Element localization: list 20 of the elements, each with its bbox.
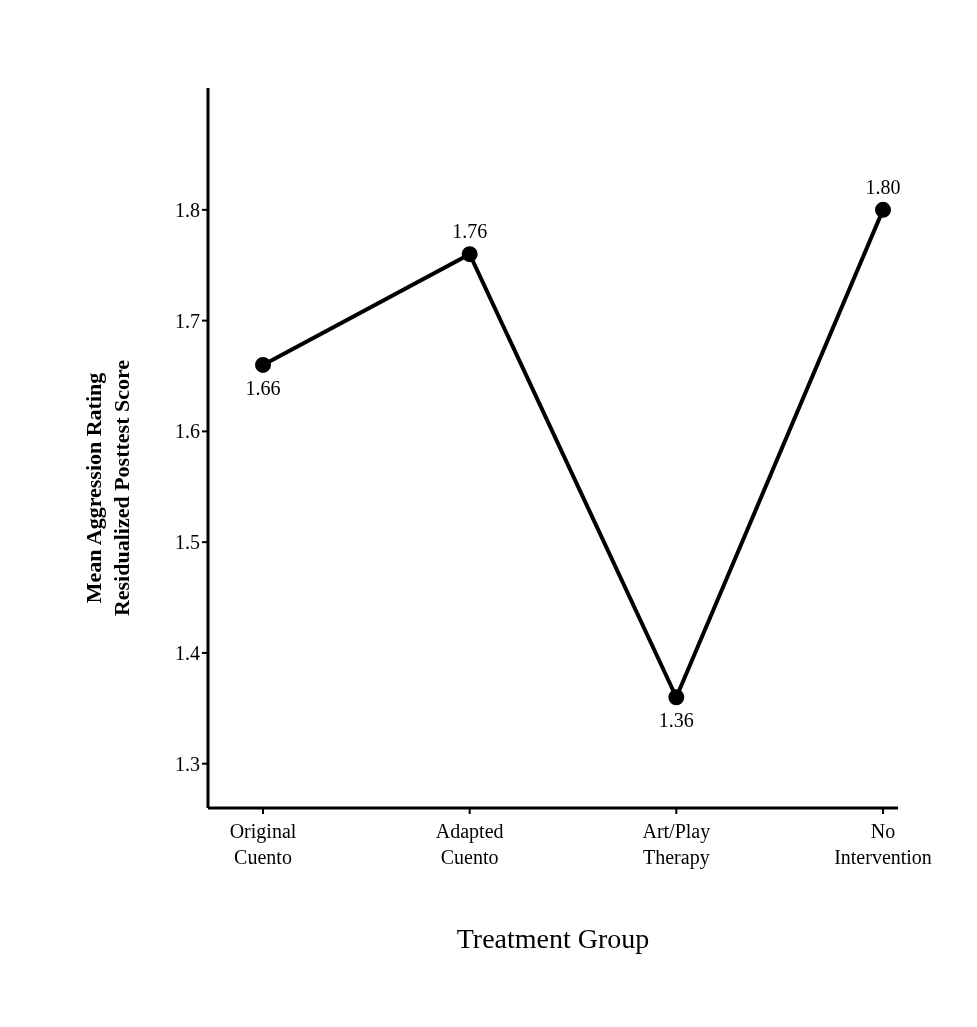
x-axis-title: Treatment Group (455, 923, 651, 955)
y-tick-label: 1.6 (175, 420, 200, 443)
point (875, 201, 891, 218)
point (255, 356, 271, 373)
y-tick-label: 1.3 (175, 752, 200, 775)
x-tick-label: Adapted Cuento (435, 820, 504, 868)
data-label: 1.36 (658, 709, 694, 732)
x-tick-label: Original Cuento (229, 820, 297, 868)
y-tick-label: 1.8 (175, 198, 200, 221)
y-axis-title: Mean Aggression Rating Residualized Posttest Score (80, 359, 135, 617)
point (461, 246, 478, 263)
x-tick-label: No Intervention (834, 820, 932, 868)
x-tick-label: Art/Play Therapy (642, 820, 711, 869)
y-tick-label: 1.7 (175, 309, 200, 332)
y-tick-label: 1.4 (175, 642, 200, 665)
y-tick-label: 1.5 (175, 531, 200, 554)
data-label: 1.66 (245, 376, 281, 399)
data-label: 1.80 (865, 175, 901, 198)
data-label: 1.76 (452, 220, 488, 243)
point (668, 689, 685, 706)
